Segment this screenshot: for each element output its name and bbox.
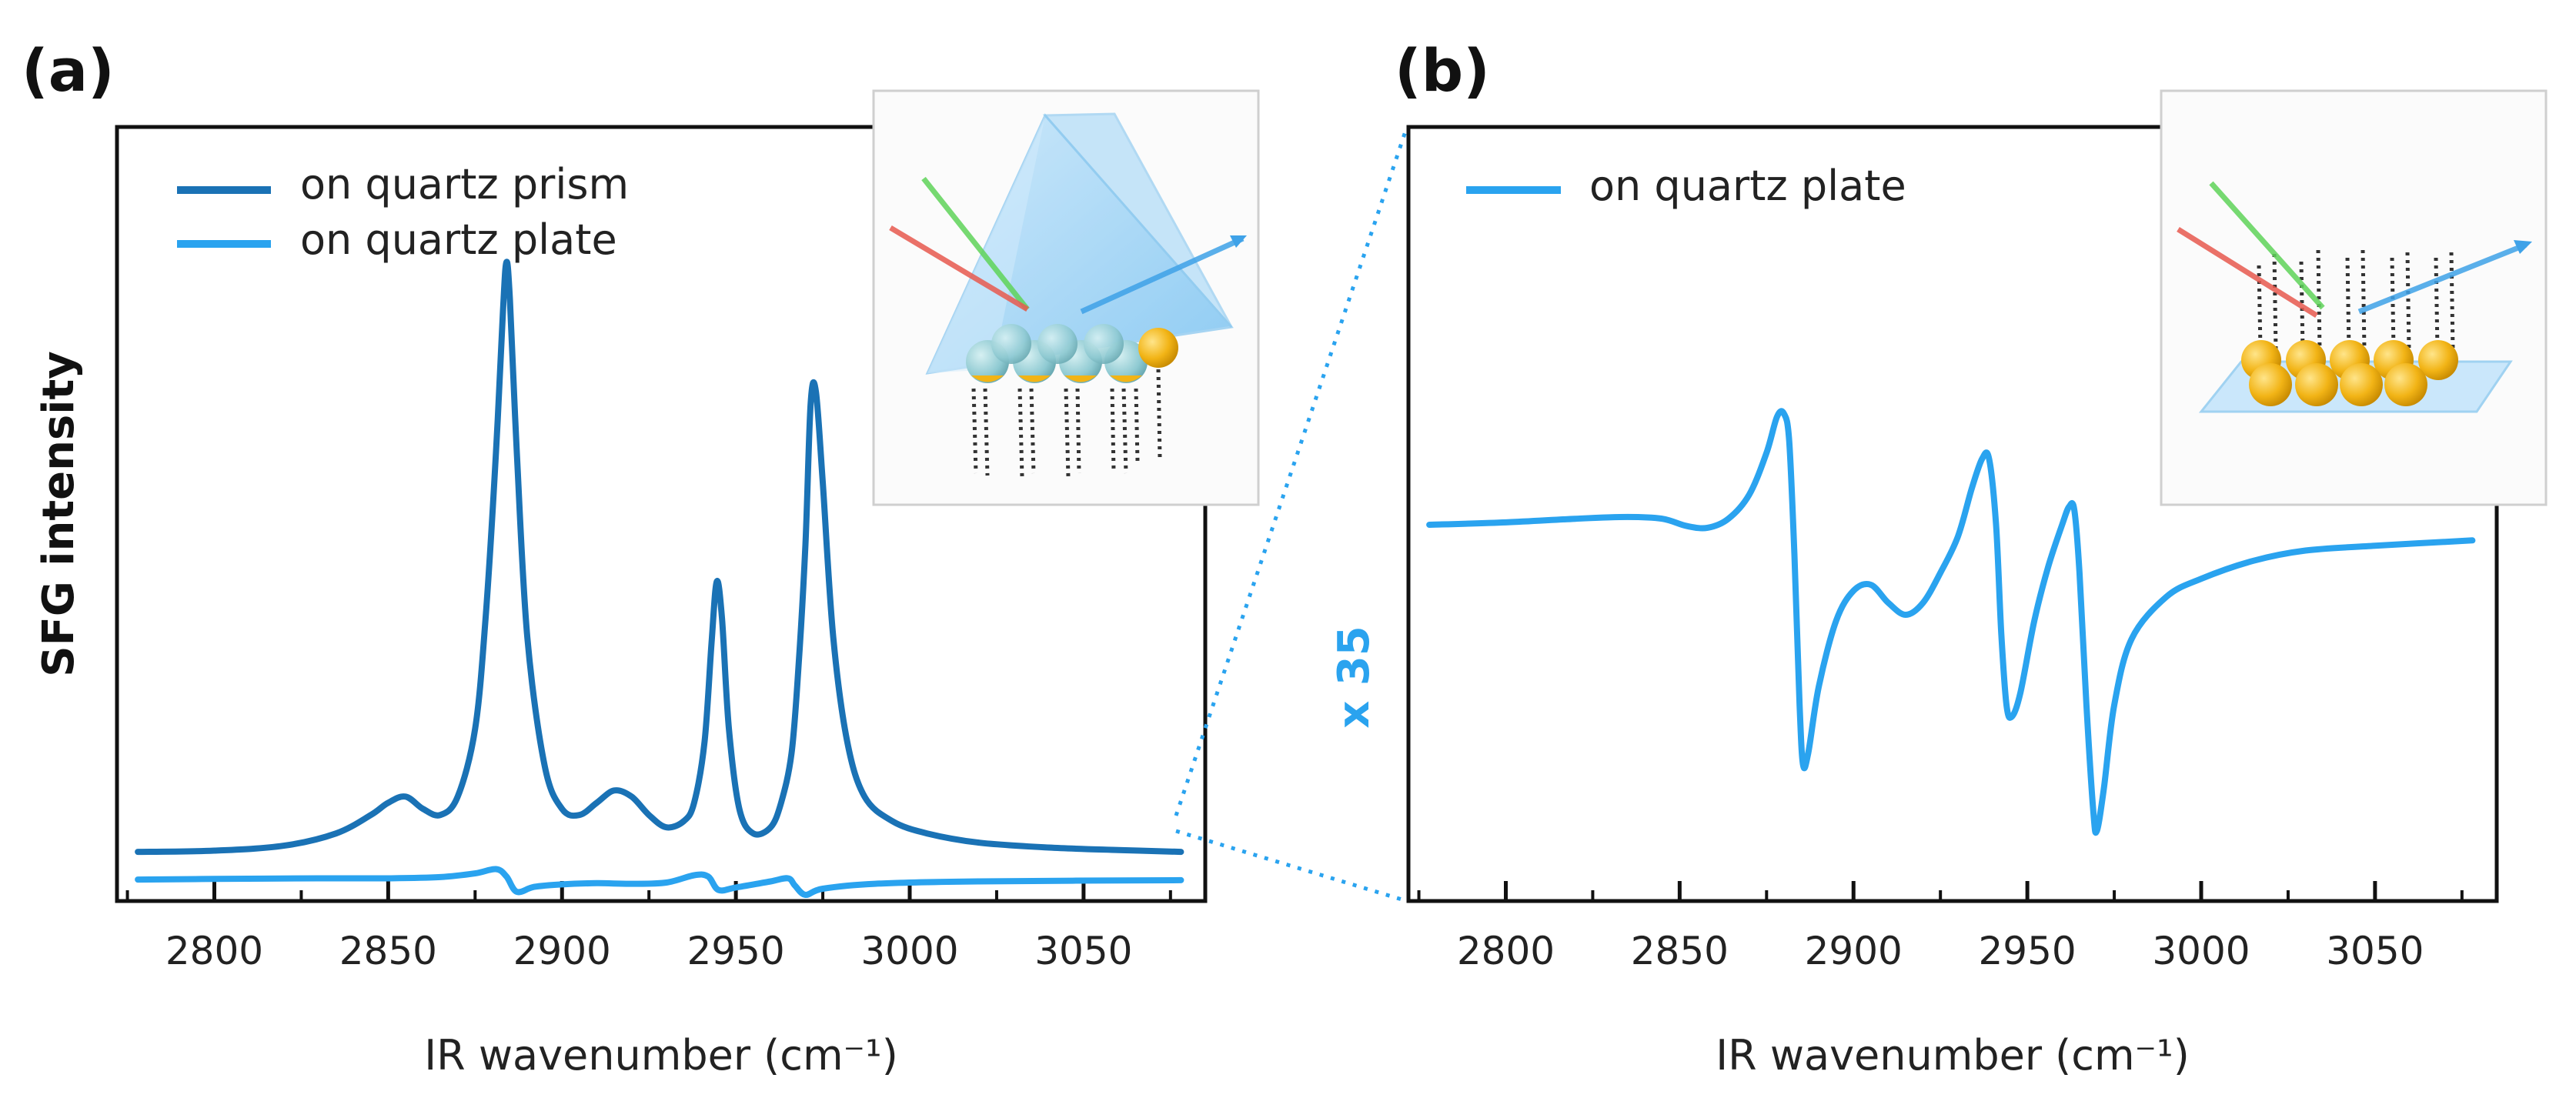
x-tick-label-2850: 2850: [339, 929, 437, 973]
panel-b-legend: on quartz plate: [1466, 162, 1906, 210]
panel-b-xlabel: IR wavenumber (cm⁻¹): [1716, 1031, 2190, 1080]
x-tick-label-2950: 2950: [687, 929, 785, 973]
panel-b-frame: [1406, 125, 2499, 903]
laser-beams-icon: [889, 176, 1247, 315]
series-line-on-quartz-plate: [135, 866, 1184, 899]
nanoparticle-array-icon: [966, 324, 1178, 383]
x-tick-label-2850: 2850: [1631, 929, 1729, 973]
panel-a-xlabel: IR wavenumber (cm⁻¹): [424, 1031, 898, 1080]
molecular-chains-icon: [2257, 249, 2455, 351]
inset-b-frame: [2160, 89, 2548, 506]
x-tick-label-3050: 3050: [2326, 929, 2424, 973]
panel-b-label: (b): [1395, 36, 1490, 105]
quartz-prism-icon: [925, 112, 1234, 375]
panel-a: (a) SFG intensity IR wavenumber (cm⁻¹) 2…: [22, 36, 1260, 1080]
nanoparticle-array-icon: [2241, 340, 2458, 406]
x-tick-label-2900: 2900: [1805, 929, 1903, 973]
legend-label-plate: on quartz plate: [300, 215, 617, 264]
x-tick-label-2800: 2800: [1457, 929, 1555, 973]
panel-a-xaxis: 2800 2850 2900 2950 3000 3050: [125, 881, 1172, 973]
series-line-on-quartz-plate: [1426, 408, 2476, 836]
x-tick-label-3050: 3050: [1034, 929, 1132, 973]
series-line-on-quartz-prism: [135, 259, 1184, 856]
panel-a-ylabel: SFG intensity: [34, 351, 84, 677]
panel-b-scale-label: x 35: [1329, 626, 1379, 729]
panel-b-xaxis: 2800 2850 2900 2950 3000 3050: [1417, 881, 2464, 973]
inset-plate-illustration: [2160, 89, 2548, 506]
panel-a-label: (a): [22, 36, 115, 105]
legend-label-prism: on quartz prism: [300, 160, 629, 209]
panel-a-frame: [115, 125, 1208, 903]
panel-b: (b) x 35 IR wavenumber (cm⁻¹) 2800 2850 29…: [1329, 36, 2548, 1080]
x-tick-label-3000: 3000: [860, 929, 958, 973]
panel-a-legend: on quartz prism on quartz plate: [177, 160, 629, 264]
x-tick-label-2900: 2900: [513, 929, 611, 973]
laser-beams-icon: [2177, 181, 2532, 318]
x-tick-label-3000: 3000: [2152, 929, 2250, 973]
legend-label-plate-b: on quartz plate: [1589, 162, 1906, 210]
x-tick-label-2950: 2950: [1979, 929, 2077, 973]
x-tick-label-2800: 2800: [165, 929, 263, 973]
panel-a-plot-area: [135, 259, 1184, 899]
panel-b-plot-area: [1426, 408, 2476, 836]
molecular-chains-icon: [971, 369, 1162, 478]
inset-prism-illustration: [872, 89, 1260, 506]
